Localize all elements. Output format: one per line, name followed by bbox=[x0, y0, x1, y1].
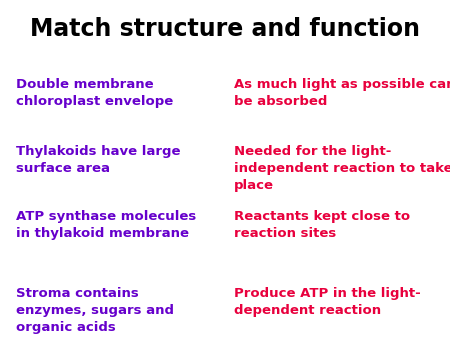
Text: ATP synthase molecules
in thylakoid membrane: ATP synthase molecules in thylakoid memb… bbox=[16, 210, 196, 240]
Text: Reactants kept close to
reaction sites: Reactants kept close to reaction sites bbox=[234, 210, 410, 240]
Text: Produce ATP in the light-
dependent reaction: Produce ATP in the light- dependent reac… bbox=[234, 287, 421, 317]
Text: Stroma contains
enzymes, sugars and
organic acids: Stroma contains enzymes, sugars and orga… bbox=[16, 287, 174, 334]
Text: As much light as possible can
be absorbed: As much light as possible can be absorbe… bbox=[234, 78, 450, 108]
Text: Double membrane
chloroplast envelope: Double membrane chloroplast envelope bbox=[16, 78, 173, 108]
Text: Thylakoids have large
surface area: Thylakoids have large surface area bbox=[16, 145, 180, 175]
Text: Needed for the light-
independent reaction to take
place: Needed for the light- independent reacti… bbox=[234, 145, 450, 192]
Text: Match structure and function: Match structure and function bbox=[30, 17, 420, 41]
